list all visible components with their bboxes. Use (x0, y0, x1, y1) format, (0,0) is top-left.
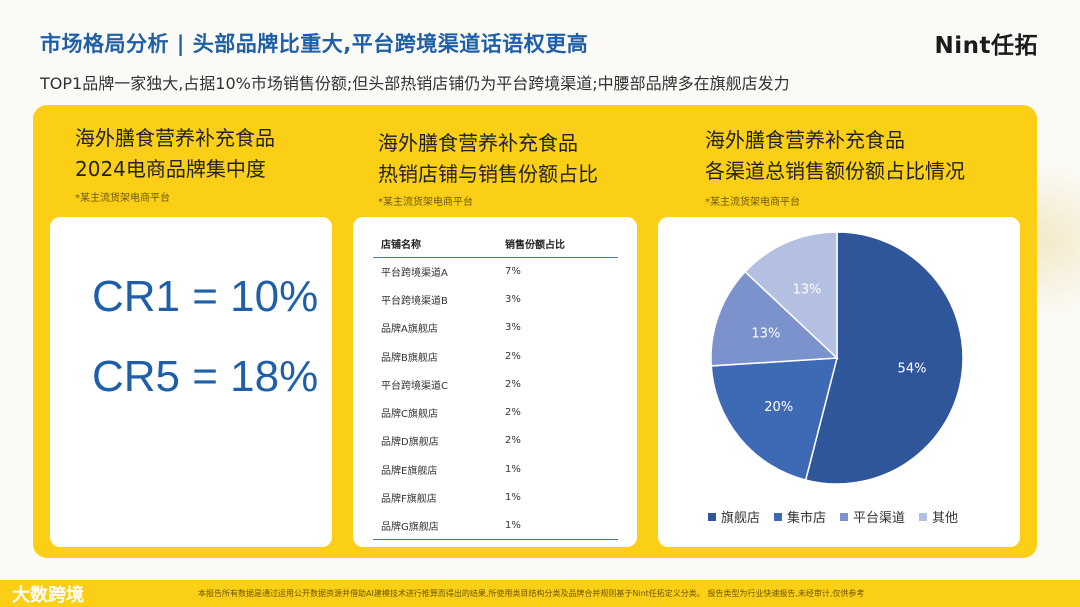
footer-bar: 大数跨境 本报告所有数据是通过运用公开数据资源并借助AI建模技术进行推算而得出的… (0, 580, 1080, 607)
table-row: 品牌E旗舰店 1% (373, 455, 618, 483)
channel-pie-chart: 54% 20% 13% 13% (710, 231, 964, 485)
table-row: 平台跨境渠道A 7% (373, 257, 618, 285)
legend-item: 集市店 (774, 507, 826, 526)
shop-note: *某主流货架电商平台 (378, 197, 473, 208)
shop-name: 品牌G旗舰店 (373, 511, 505, 541)
shop-card: 店铺名称 销售份额占比 平台跨境渠道A 7% 平台跨境渠道B 3% 品牌A旗舰店 3%… (353, 217, 637, 547)
table-header-row: 店铺名称 销售份额占比 (373, 231, 618, 258)
pie-label-0: 54% (898, 361, 927, 376)
pie-slice-1 (710, 357, 838, 481)
shop-name: 品牌D旗舰店 (381, 437, 439, 449)
footer-brand: 大数跨境 (12, 585, 84, 606)
shop-share: 3% (505, 322, 521, 334)
concentration-note: *某主流货架电商平台 (75, 193, 170, 204)
legend-item: 其他 (919, 507, 958, 526)
legend-label: 平台渠道 (853, 511, 906, 526)
pie-slice-3 (744, 231, 838, 360)
page-title: 市场格局分析 | 头部品牌比重大,平台跨境渠道话语权更高 (40, 32, 589, 56)
shop-name: 品牌A旗舰店 (381, 324, 438, 336)
shop-name: 平台跨境渠道A (381, 267, 448, 279)
content-panel: 海外膳食营养补充食品 2024电商品牌集中度 *某主流货架电商平台 CR1 = … (33, 105, 1037, 558)
shop-share: 1% (505, 492, 521, 504)
column-header-shop: 店铺名称 (373, 231, 505, 258)
shop-title-line1: 海外膳食营养补充食品 (378, 131, 578, 155)
pie-slice-0 (804, 231, 964, 485)
shop-name: 品牌B旗舰店 (381, 352, 438, 364)
legend-swatch (708, 512, 716, 521)
legend-item: 旗舰店 (708, 507, 760, 526)
table-row: 品牌A旗舰店 3% (373, 314, 618, 342)
legend-label: 其他 (932, 511, 959, 526)
channel-card: 54% 20% 13% 13% 旗舰店 集市店 平台渠道 其他 (658, 217, 1020, 547)
table-row: 品牌D旗舰店 2% (373, 427, 618, 455)
shop-share: 7% (505, 265, 521, 277)
pie-label-2: 13% (751, 326, 780, 341)
channel-title-line2: 各渠道总销售额份额占比情况 (705, 159, 965, 183)
channel-title-line1: 海外膳食营养补充食品 (705, 128, 905, 152)
legend-label: 旗舰店 (721, 511, 761, 526)
brand-logo: Nint任拓 (934, 33, 1038, 59)
shop-name: 品牌F旗舰店 (381, 494, 437, 506)
channel-title: 海外膳食营养补充食品 各渠道总销售额份额占比情况 (705, 125, 965, 187)
shop-share: 3% (505, 293, 521, 305)
shop-share: 1% (505, 511, 618, 541)
pie-label-1: 20% (764, 400, 793, 415)
shop-share: 2% (505, 378, 521, 390)
table-row: 品牌C旗舰店 2% (373, 398, 618, 426)
shop-title: 海外膳食营养补充食品 热销店铺与销售份额占比 (378, 128, 598, 190)
shop-name: 品牌E旗舰店 (381, 465, 438, 477)
shop-name: 平台跨境渠道C (381, 380, 448, 392)
pie-legend: 旗舰店 集市店 平台渠道 其他 (708, 507, 958, 526)
concentration-title-line2: 2024电商品牌集中度 (75, 157, 266, 181)
table-row: 品牌G旗舰店 1% (373, 511, 618, 541)
table-row: 品牌F旗舰店 1% (373, 483, 618, 511)
concentration-card: CR1 = 10% CR5 = 18% (50, 217, 332, 547)
shop-share: 2% (505, 407, 521, 419)
channel-note: *某主流货架电商平台 (705, 197, 800, 208)
shop-share: 2% (505, 350, 521, 362)
pie-slice-2 (710, 270, 839, 367)
concentration-title-line1: 海外膳食营养补充食品 (75, 126, 275, 150)
shop-name: 品牌C旗舰店 (381, 409, 438, 421)
legend-swatch (840, 512, 849, 521)
shop-title-line2: 热销店铺与销售份额占比 (378, 162, 598, 186)
shop-share-table: 店铺名称 销售份额占比 平台跨境渠道A 7% 平台跨境渠道B 3% 品牌A旗舰店 3%… (373, 231, 618, 541)
shop-share: 2% (505, 435, 521, 447)
legend-item: 平台渠道 (840, 507, 905, 526)
shop-share: 1% (505, 463, 521, 475)
pie-label-3: 13% (793, 283, 822, 298)
table-row: 品牌B旗舰店 2% (373, 342, 618, 370)
concentration-title: 海外膳食营养补充食品 2024电商品牌集中度 (75, 123, 275, 185)
legend-swatch (919, 512, 928, 521)
footer-disclaimer: 本报告所有数据是通过运用公开数据资源并借助AI建模技术进行推算而得出的结果,所使… (198, 589, 865, 598)
cr5-value: CR5 = 18% (92, 352, 319, 401)
legend-swatch (774, 512, 783, 521)
table-row: 平台跨境渠道B 3% (373, 285, 618, 313)
page-subtitle: TOP1品牌一家独大,占据10%市场销售份额;但头部热销店铺仍为平台跨境渠道;中… (40, 74, 790, 93)
cr1-value: CR1 = 10% (92, 272, 319, 321)
legend-label: 集市店 (787, 511, 827, 526)
column-header-share: 销售份额占比 (505, 231, 618, 258)
shop-name: 平台跨境渠道B (381, 295, 448, 307)
table-row: 平台跨境渠道C 2% (373, 370, 618, 398)
